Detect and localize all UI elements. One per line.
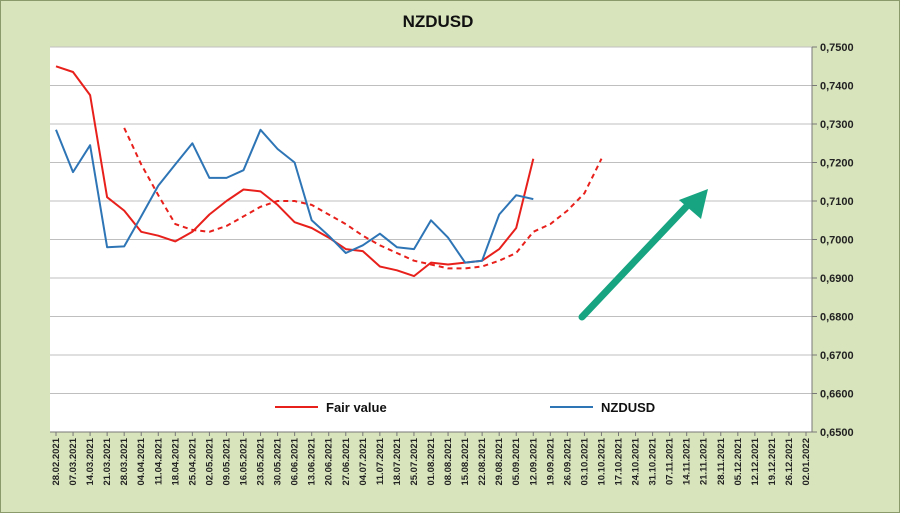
x-axis: 28.02.2021 07.03.2021 14.03.2021 21.03.2021…	[50, 431, 812, 486]
legend-label-nzdusd: NZDUSD	[601, 400, 655, 415]
x-tick-label: 28.03.2021	[119, 437, 130, 485]
x-tick-label: 02.05.2021	[204, 437, 215, 485]
y-tick-label: 0,7400	[820, 81, 854, 93]
x-tick-label: 10.10.2021	[596, 437, 607, 485]
x-tick-label: 21.03.2021	[102, 437, 113, 485]
x-tick-label: 28.02.2021	[51, 437, 62, 485]
y-axis: 0,7500 0,7400 0,7300 0,7200 0,7100 0,7000 0,69…	[811, 42, 854, 439]
x-tick-label: 17.10.2021	[614, 437, 625, 485]
x-tick-label: 24.10.2021	[631, 437, 642, 485]
x-tick-label: 26.09.2021	[562, 437, 573, 485]
x-tick-label: 18.07.2021	[392, 437, 403, 485]
y-tick-label: 0,6900	[820, 273, 854, 285]
y-tick-label: 0,7200	[820, 158, 854, 170]
x-tick-label: 08.08.2021	[443, 437, 454, 485]
x-tick-label: 03.10.2021	[579, 437, 590, 485]
x-tick-label: 07.11.2021	[665, 437, 676, 485]
y-tick-label: 0,6500	[820, 427, 854, 439]
x-tick-label: 11.04.2021	[153, 437, 164, 485]
x-tick-label: 19.09.2021	[545, 437, 556, 485]
x-tick-label: 04.07.2021	[358, 437, 369, 485]
y-tick-label: 0,6600	[820, 389, 854, 401]
x-tick-label: 12.09.2021	[528, 437, 539, 485]
series-line-nzdusd	[55, 128, 534, 264]
trend-arrow-icon	[578, 189, 708, 321]
y-tick-label: 0,7000	[820, 235, 854, 247]
x-tick-label: 14.03.2021	[85, 437, 96, 485]
x-tick-label: 22.08.2021	[477, 437, 488, 485]
y-tick-label: 0,7500	[820, 42, 854, 54]
x-tick-label: 20.06.2021	[324, 437, 335, 485]
x-tick-label: 27.06.2021	[341, 437, 352, 485]
x-tick-label: 04.04.2021	[136, 437, 147, 485]
x-tick-label: 06.06.2021	[290, 437, 301, 485]
x-tick-label: 31.10.2021	[648, 437, 659, 485]
x-tick-label: 26.12.2021	[784, 437, 795, 485]
y-tick-label: 0,6800	[820, 312, 854, 324]
x-tick-label: 09.05.2021	[221, 437, 232, 485]
x-tick-label: 12.12.2021	[750, 437, 761, 485]
y-tick-label: 0,6700	[820, 350, 854, 362]
legend-label-fair-value: Fair value	[326, 400, 387, 415]
x-tick-label: 13.06.2021	[307, 437, 318, 485]
x-tick-label: 14.11.2021	[682, 437, 693, 485]
x-tick-label: 21.11.2021	[699, 437, 710, 485]
y-tick-label: 0,7100	[820, 196, 854, 208]
x-tick-label: 29.08.2021	[494, 437, 505, 485]
x-tick-label: 02.01.2022	[801, 438, 812, 486]
x-tick-label: 28.11.2021	[716, 437, 727, 485]
x-tick-label: 11.07.2021	[375, 437, 386, 485]
x-tick-label: 15.08.2021	[460, 437, 471, 485]
x-tick-label: 25.04.2021	[187, 437, 198, 485]
legend: Fair value NZDUSD	[275, 400, 655, 415]
y-tick-label: 0,7300	[820, 119, 854, 131]
x-tick-label: 30.05.2021	[273, 437, 284, 485]
x-tick-label: 01.08.2021	[426, 437, 437, 485]
x-tick-label: 05.09.2021	[511, 437, 522, 485]
series-layer	[55, 65, 603, 278]
x-tick-label: 18.04.2021	[170, 437, 181, 485]
x-tick-label: 16.05.2021	[239, 437, 250, 485]
chart-title: NZDUSD	[403, 12, 474, 31]
x-tick-label: 23.05.2021	[256, 437, 267, 485]
x-tick-label: 07.03.2021	[68, 437, 79, 485]
x-tick-label: 05.12.2021	[733, 437, 744, 485]
series-line-trend-dashed	[123, 127, 603, 270]
x-tick-label: 25.07.2021	[409, 437, 420, 485]
x-tick-label: 19.12.2021	[767, 437, 778, 485]
